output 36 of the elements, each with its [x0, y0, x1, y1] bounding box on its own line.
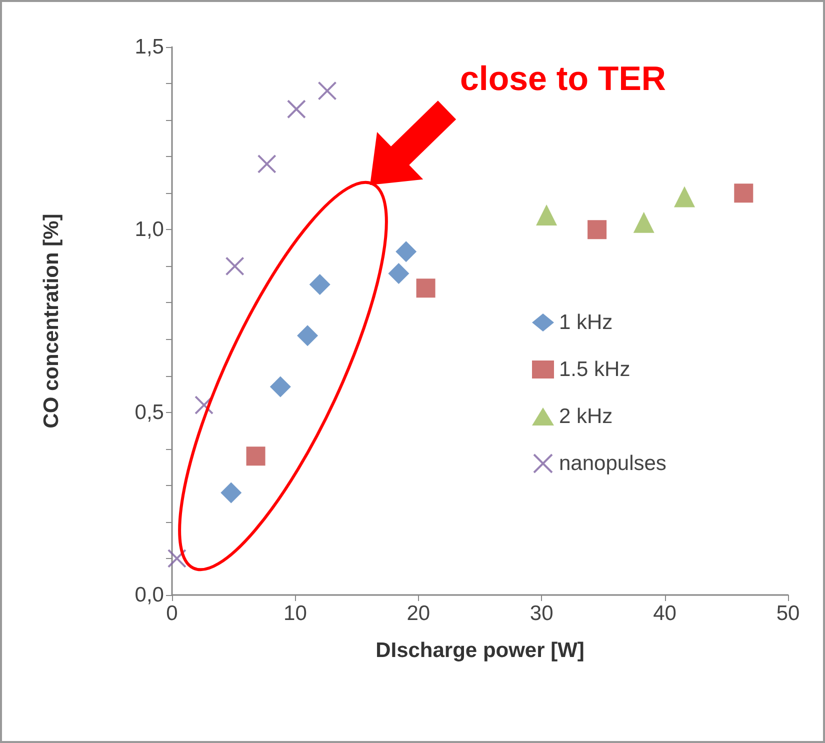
x-tick-label: 30: [530, 602, 554, 625]
point: [257, 154, 276, 174]
x-tick-label: 0: [166, 602, 178, 625]
x-tick-label: 40: [653, 602, 676, 625]
point: [734, 184, 754, 203]
point: [674, 186, 696, 208]
point: [297, 325, 318, 346]
point: [588, 220, 607, 240]
point: [220, 482, 242, 504]
point: [416, 278, 436, 298]
point: [246, 446, 266, 466]
point: [225, 256, 244, 276]
y-tick-label: 0,5: [134, 400, 164, 424]
y-tick-label: 1,5: [134, 36, 164, 58]
legend-label: nanopulses: [559, 452, 666, 475]
point: [286, 100, 306, 119]
legend-label: 1.5 kHz: [559, 358, 630, 381]
point: [536, 204, 558, 226]
y-axis-title: CO concentration [%]: [40, 214, 63, 428]
legend-label: 2 kHz: [559, 405, 613, 428]
point: [396, 241, 417, 262]
x-tick-label: 50: [776, 602, 800, 625]
point: [388, 263, 410, 284]
y-tick-label: 0,0: [134, 584, 164, 606]
point: [309, 274, 330, 295]
x-tick-label: 10: [284, 602, 307, 625]
point: [633, 212, 654, 233]
x-axis-title: DIscharge power [W]: [376, 639, 584, 662]
point: [318, 81, 337, 100]
point: [194, 396, 214, 415]
annotation: close to TER: [460, 60, 666, 98]
x-tick-label: 20: [406, 602, 430, 625]
y-tick-label: 1,0: [134, 218, 164, 242]
point: [167, 548, 186, 568]
point: [270, 376, 291, 398]
legend-label: 1 kHz: [559, 311, 613, 334]
